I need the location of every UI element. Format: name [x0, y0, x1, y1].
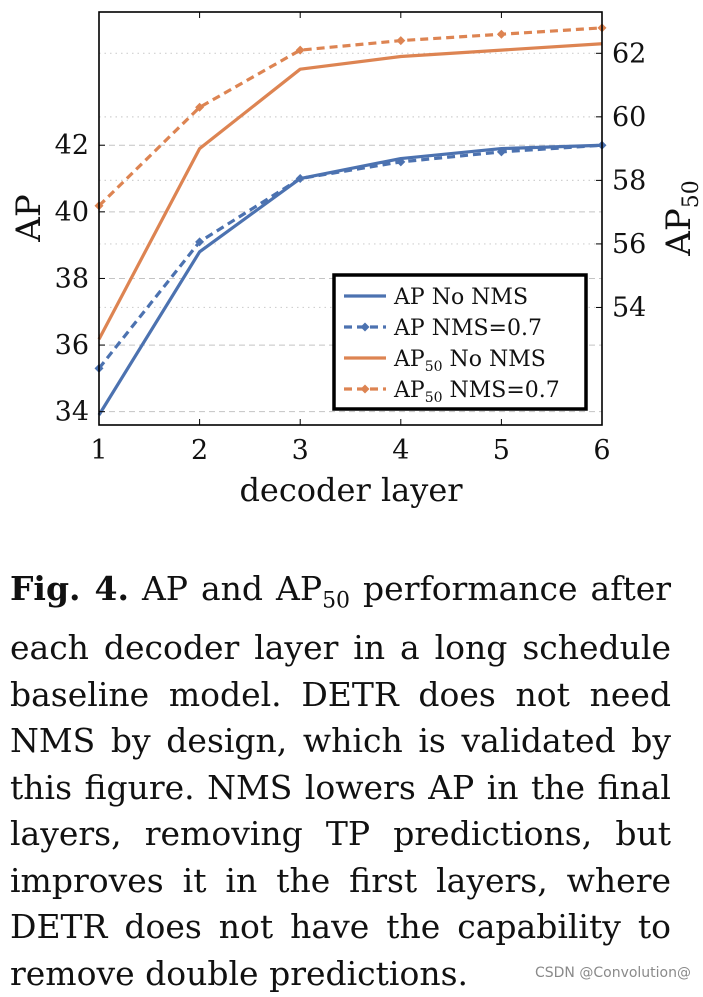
series-point-1 [195, 237, 205, 247]
series-point-1 [496, 147, 506, 157]
x-tick-label: 2 [191, 435, 208, 466]
legend-label-3: AP50 NMS=0.7 [393, 378, 560, 406]
legend-label-0: AP No NMS [393, 285, 528, 310]
caption-text-after: performance after each decoder layer in … [10, 569, 672, 993]
y-right-tick-label: 56 [612, 229, 646, 260]
series-point-3 [396, 36, 406, 46]
y-axis-right-label-base: AP [659, 208, 699, 256]
y-left-tick-label: 34 [55, 397, 89, 428]
y-right-tick-label: 54 [612, 292, 646, 323]
x-tick-label: 6 [593, 435, 610, 466]
series-line-0 [97, 143, 603, 416]
legend-label-base: AP [393, 285, 425, 310]
plot-frame [98, 11, 603, 426]
y-right-tick-label: 58 [612, 165, 646, 196]
figure-caption: Fig. 4. AP and AP50 performance after ea… [10, 566, 671, 997]
y-left-tick-label: 40 [55, 197, 89, 228]
x-tick-label: 5 [493, 435, 510, 466]
caption-label: Fig. 4. [10, 569, 129, 608]
y-axis-right-label: AP50 [659, 180, 703, 256]
legend-label-base: AP [393, 347, 425, 372]
legend-label-rest: No NMS [425, 285, 528, 310]
legend-marker-3 [360, 384, 370, 394]
x-tick-label: 4 [392, 435, 409, 466]
y-left-tick-label: 42 [55, 130, 89, 161]
legend-label-rest: NMS=0.7 [425, 316, 542, 341]
series-point-1 [396, 157, 406, 167]
x-tick-label: 3 [292, 435, 309, 466]
series-line-2 [97, 42, 603, 340]
legend-label-2: AP50 No NMS [393, 347, 546, 375]
legend-label-1: AP NMS=0.7 [393, 316, 542, 341]
series-point-3 [295, 45, 305, 55]
y-axis-right-label-sub: 50 [679, 180, 703, 208]
watermark: CSDN @Convolution@ [534, 965, 691, 981]
caption-text-before: AP and AP [128, 569, 323, 608]
series-point-3 [496, 29, 506, 39]
legend-label-rest: NMS=0.7 [443, 378, 560, 403]
y-right-tick-label: 62 [612, 38, 646, 69]
series-line-1 [97, 143, 603, 370]
caption-sub: 50 [322, 588, 351, 614]
legend-label-rest: No NMS [443, 347, 546, 372]
legend-label-base: AP [393, 378, 425, 403]
y-right-tick-label: 60 [612, 102, 646, 133]
legend-label-sub: 50 [425, 359, 443, 375]
x-tick-label: 1 [90, 435, 107, 466]
y-axis-left-label: AP [9, 194, 49, 242]
series-point-3 [195, 102, 205, 112]
legend-label-base: AP [393, 316, 425, 341]
series-point-1 [295, 174, 305, 184]
x-axis-label: decoder layer [239, 471, 463, 509]
y-left-tick-label: 36 [55, 330, 89, 361]
legend-marker-1 [360, 322, 370, 332]
legend-label-sub: 50 [425, 390, 443, 406]
series-group [94, 23, 607, 416]
series-line-3 [97, 26, 603, 207]
y-left-tick-label: 38 [55, 263, 89, 294]
